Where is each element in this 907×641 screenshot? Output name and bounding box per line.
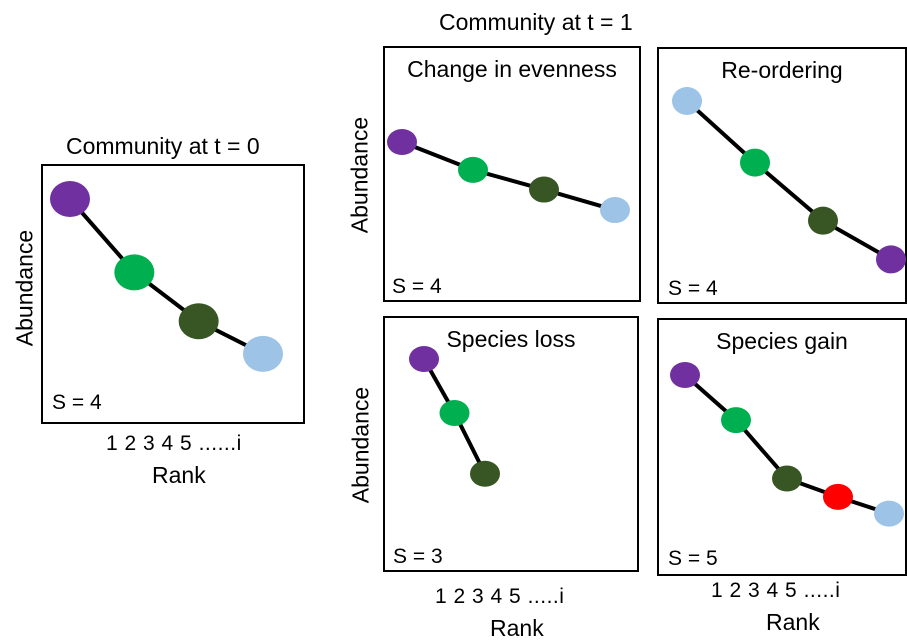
evenness-panel-title: Change in evenness	[407, 56, 617, 82]
t0-species-green-dot	[114, 254, 155, 291]
t0-y-axis-label: Abundance	[11, 229, 38, 347]
evenness-species-purple-dot	[387, 129, 417, 155]
loss-rank-abundance-plot	[409, 346, 500, 487]
t0-species-light-blue-dot	[243, 335, 283, 372]
t0-rank-abundance-plot	[50, 181, 283, 372]
evenness-rank-abundance-curve	[401, 140, 616, 212]
evenness-species-light-blue-dot	[600, 197, 630, 224]
evenness-species-count: S = 4	[392, 275, 442, 298]
gain-panel: Species gain S = 5	[657, 318, 907, 576]
gain-rank-abundance-plot	[670, 362, 904, 527]
gain-species-red-dot	[823, 483, 853, 510]
loss-species-dark-green-dot	[470, 460, 500, 487]
loss-rank-label: Rank	[490, 615, 544, 641]
reordering-species-purple-dot	[876, 245, 906, 274]
reordering-rank-abundance-plot	[672, 87, 906, 274]
gain-rank-label: Rank	[766, 609, 820, 635]
loss-panel: Species loss S = 3	[383, 316, 639, 572]
gain-rank-ticks: 1 2 3 4 5 .....i	[711, 579, 841, 602]
t0-rank-abundance-curve	[68, 197, 264, 356]
gain-species-dark-green-dot	[772, 465, 802, 492]
gain-species-green-dot	[721, 407, 751, 434]
loss-species-count: S = 3	[393, 545, 443, 568]
t0-species-dark-green-dot	[178, 303, 219, 340]
t0-panel: S = 4	[41, 164, 305, 424]
loss-y-axis-label: Abundance	[347, 386, 374, 504]
t0-species-count: S = 4	[52, 391, 102, 414]
reordering-panel-title: Re-ordering	[721, 57, 843, 83]
loss-species-green-dot	[439, 400, 470, 426]
reordering-rank-abundance-curve	[685, 99, 892, 262]
gain-species-count: S = 5	[668, 547, 718, 570]
reordering-species-count: S = 4	[668, 277, 718, 300]
t0-panel-title: Community at t = 0	[66, 133, 260, 159]
loss-panel-title: Species loss	[446, 326, 576, 352]
t0-species-purple-dot	[50, 181, 90, 217]
gain-rank-abundance-curve	[683, 373, 890, 516]
loss-rank-ticks: 1 2 3 4 5 .....i	[435, 585, 565, 608]
reordering-panel: Re-ordering S = 4	[657, 47, 907, 304]
evenness-rank-abundance-plot	[387, 129, 630, 224]
evenness-species-dark-green-dot	[529, 176, 559, 203]
t0-rank-ticks: 1 2 3 4 5 ......i	[106, 432, 242, 455]
gain-species-purple-dot	[670, 362, 700, 388]
reordering-species-dark-green-dot	[808, 206, 838, 235]
reordering-species-green-dot	[740, 148, 770, 177]
main-title: Community at t = 1	[439, 9, 633, 35]
reordering-species-light-blue-dot	[672, 87, 702, 115]
loss-species-purple-dot	[409, 346, 439, 372]
gain-species-light-blue-dot	[874, 500, 904, 527]
evenness-panel: Change in evenness S = 4	[383, 46, 641, 302]
t0-rank-label: Rank	[152, 462, 206, 488]
evenness-species-green-dot	[458, 156, 488, 183]
evenness-y-axis-label: Abundance	[346, 116, 373, 234]
gain-panel-title: Species gain	[716, 328, 848, 354]
